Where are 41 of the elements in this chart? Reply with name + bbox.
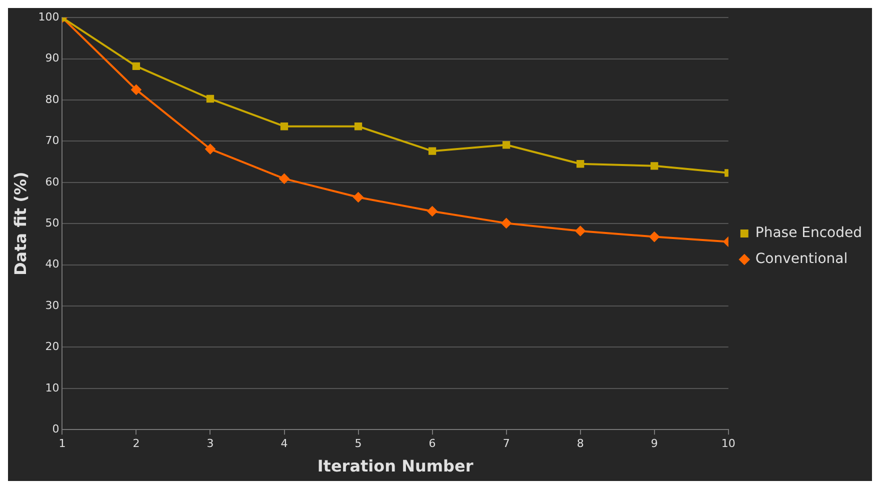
y-tick-label: 20 xyxy=(45,340,60,354)
x-tick-label: 8 xyxy=(576,437,584,450)
x-tick-label: 3 xyxy=(206,437,214,450)
point xyxy=(502,141,510,149)
point xyxy=(650,162,658,170)
x-tick-label: 7 xyxy=(502,437,510,450)
y-tick-label: 0 xyxy=(52,422,60,436)
y-tick-label: 100 xyxy=(38,10,60,24)
point xyxy=(501,218,512,228)
legend-label: Phase Encoded xyxy=(755,225,862,242)
x-tick-label: 4 xyxy=(280,437,288,450)
x-axis-title: Iteration Number xyxy=(317,456,474,476)
y-tick-label: 30 xyxy=(45,298,60,312)
point xyxy=(279,174,290,184)
x-tick-label: 1 xyxy=(58,437,66,450)
point xyxy=(575,226,586,236)
point xyxy=(132,62,140,70)
x-tick-label: 5 xyxy=(354,437,362,450)
point xyxy=(576,160,584,168)
point xyxy=(131,84,142,95)
y-axis-title: Data fit (%) xyxy=(10,172,30,276)
y-tick-label: 10 xyxy=(45,381,60,394)
point xyxy=(649,232,660,242)
y-tick-label: 70 xyxy=(45,134,60,148)
y-tick-label: 90 xyxy=(45,52,60,65)
point xyxy=(206,94,214,103)
x-tick-label: 9 xyxy=(650,437,658,450)
point xyxy=(280,122,288,130)
y-tick-label: 60 xyxy=(45,175,60,188)
point xyxy=(353,192,364,202)
x-tick-label: 6 xyxy=(428,437,436,450)
point xyxy=(354,122,362,130)
y-tick-label: 50 xyxy=(45,216,60,230)
x-tick-label: 2 xyxy=(132,437,140,450)
point xyxy=(427,206,438,216)
x-tick-label: 10 xyxy=(721,437,736,450)
legend-label: Conventional xyxy=(755,251,848,268)
y-tick-label: 40 xyxy=(45,258,60,271)
point xyxy=(205,144,216,154)
point xyxy=(428,147,436,155)
y-tick-label: 80 xyxy=(45,92,60,106)
